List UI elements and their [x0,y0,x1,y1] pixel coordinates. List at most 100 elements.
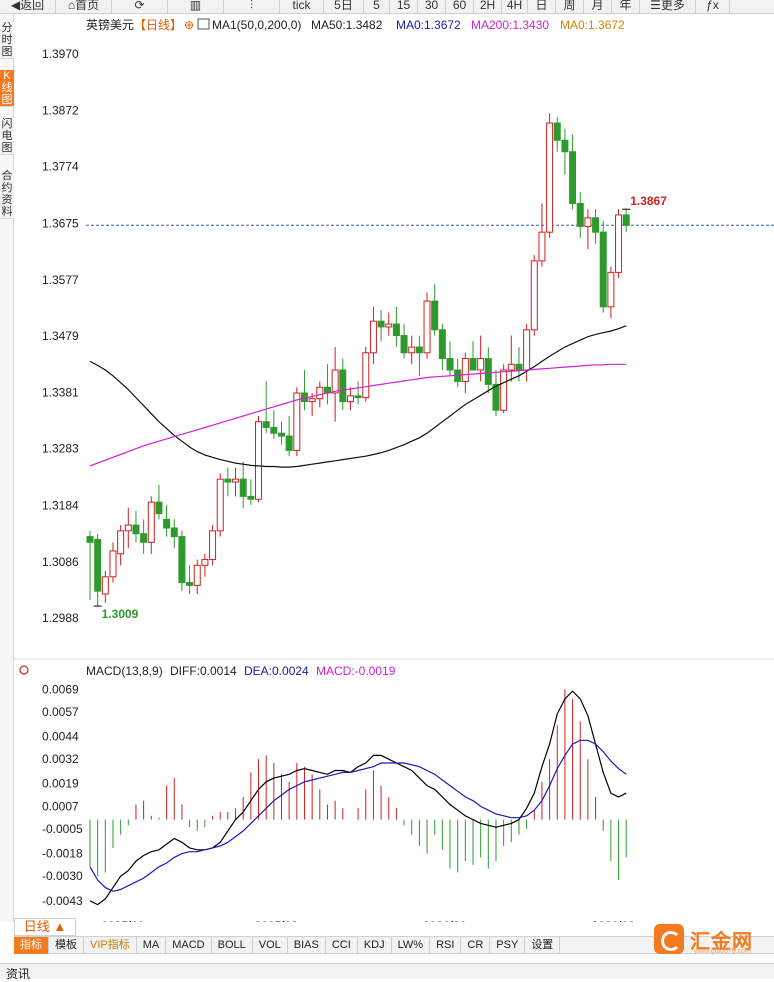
tab-boll[interactable]: BOLL [212,937,253,954]
logo-icon [654,924,684,954]
refresh-button[interactable]: ⟳ [112,0,168,13]
legend-period: 【日线】 [134,18,182,32]
sidebar-flash[interactable]: 闪电图 [0,118,14,155]
candle-body [415,346,423,354]
candle-body [224,478,232,483]
candle-body [362,352,370,399]
macd-axis-label: 0.0069 [42,682,79,696]
period-60[interactable]: 60 [446,0,474,13]
macd-axis-label: 0.0044 [42,730,79,744]
period-5d[interactable]: 5日 [324,0,364,13]
candle-body [170,527,178,538]
candle-body [346,395,354,403]
candle-body [492,383,500,411]
tab-lw[interactable]: LW% [392,937,431,954]
candle-body [147,501,155,543]
sidebar-contract[interactable]: 合约资料 [0,170,14,219]
period-4h[interactable]: 4H [502,0,528,13]
ma200-line [89,363,627,467]
formula-button[interactable]: ƒx [696,0,730,13]
tab-indicator[interactable]: 指标 [14,937,49,954]
tab-vol[interactable]: VOL [253,937,288,954]
candle-body [431,300,439,331]
candle-body [270,426,278,434]
candle-body [484,358,492,385]
candle-body [232,478,240,483]
legend-plus: ⊕ [184,18,194,32]
candle-body [308,398,316,403]
macd-axis-label: -0.0030 [42,869,83,883]
logo-url: www.gold678.com [694,948,751,955]
candle-body [293,392,301,451]
more-button[interactable]: ☰更多 [640,0,696,13]
candle-body [132,524,140,535]
candle-body [446,358,454,371]
candle-body [599,231,607,308]
candle-body [109,550,117,578]
period-5[interactable]: 5 [364,0,390,13]
period-15[interactable]: 15 [390,0,418,13]
period-year[interactable]: 年 [612,0,640,13]
candle-body [331,369,339,394]
price-axis-label: 1.3184 [42,499,79,513]
tab-template[interactable]: 模板 [49,937,84,954]
tab-bias[interactable]: BIAS [288,937,326,954]
period-tick[interactable]: tick [280,0,324,13]
candle-body [438,329,446,360]
sidebar-intraday[interactable]: 分时图 [0,22,14,59]
max-price-label: 1.3867 [630,194,667,208]
candle-body [193,564,201,586]
min-price-label: 1.3009 [102,607,139,621]
macd-dea: DEA:0.0024 [244,664,309,678]
period-select-button[interactable]: 日线 ▲ [14,918,76,936]
tab-psy[interactable]: PSY [490,937,526,954]
tab-rsi[interactable]: RSI [430,937,462,954]
macd-legend: MACD(13,8,9) DIFF:0.0014 DEA:0.0024 MACD:-0… [19,664,396,678]
candle-body [216,478,224,532]
home-button[interactable]: ⌂首页 [56,0,112,13]
period-2h[interactable]: 2H [474,0,502,13]
candle-type-button[interactable]: ⫶ [224,0,280,13]
candle-body [94,538,102,592]
period-week[interactable]: 周 [556,0,584,13]
tab-cr[interactable]: CR [461,937,491,954]
tab-kdj[interactable]: KDJ [358,937,392,954]
tab-cci[interactable]: CCI [326,937,358,954]
candle-body [385,323,393,328]
candle-body [255,421,263,500]
tab-vip[interactable]: VIP指标 [84,937,137,954]
candle-body [569,151,577,204]
candle-body [584,217,592,227]
candle-body [262,421,270,428]
candle-body [400,335,408,354]
tab-settings[interactable]: 设置 [525,937,561,954]
macd-diff: DIFF:0.0014 [170,664,237,678]
candle-body [515,363,523,371]
legend-ma-params: MA1(50,0,200,0) [212,18,301,32]
legend-ma50: MA50:1.3482 [311,18,383,32]
legend-ma0: MA0:1.3672 [396,18,461,32]
candle-body [392,323,400,337]
back-button[interactable]: ◀返回 [0,0,56,13]
candle-body [622,214,630,226]
chart-type-button[interactable]: ▥ [168,0,224,13]
tab-macd[interactable]: MACD [166,937,212,954]
price-axis-label: 1.3577 [42,273,79,287]
candle-body [186,582,194,586]
period-day[interactable]: 日 [528,0,556,13]
candle-body [500,369,508,411]
period-30[interactable]: 30 [418,0,446,13]
period-month[interactable]: 月 [584,0,612,13]
candle-body [101,576,109,595]
price-legend: 英镑美元 【日线】 ⊕ MA1(50,0,200,0) MA50:1.3482 MA0:1… [86,17,625,32]
candle-body [477,358,485,371]
candle-body [155,501,163,515]
tab-ma[interactable]: MA [137,937,167,954]
macd-axis-label: 0.0019 [42,777,79,791]
diff-line [89,690,627,906]
news-tab[interactable]: 资讯 [6,967,31,981]
legend-ma-icon [197,18,210,30]
bottom-bar: 资讯 [0,963,774,981]
price-chart[interactable]: 1.3970 1.3872 1.3774 1.3675 1.3577 1.3479 1.33… [14,14,774,922]
